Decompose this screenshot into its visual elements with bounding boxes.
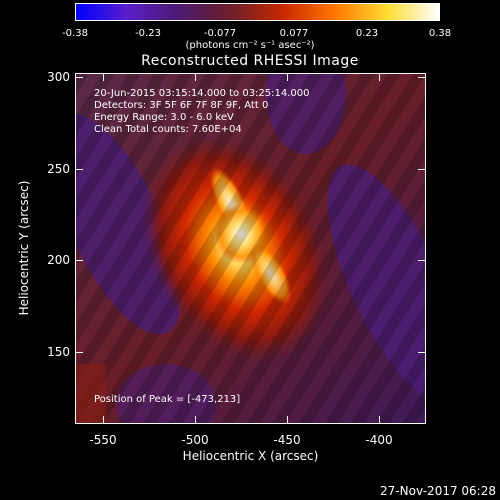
x-tick-label: -400 — [365, 433, 393, 447]
info-energy-range: Energy Range: 3.0 - 6.0 keV — [94, 112, 234, 123]
info-time-range: 20-Jun-2015 03:15:14.000 to 03:25:14.000 — [94, 88, 310, 99]
colorbar — [75, 3, 440, 21]
plot-title: Reconstructed RHESSI Image — [141, 53, 359, 69]
info-detectors: Detectors: 3F 5F 6F 7F 8F 9F, Att 0 — [94, 100, 269, 111]
colorbar-tick: 0.38 — [428, 28, 452, 39]
colorbar-tick: -0.23 — [135, 28, 161, 39]
x-tick-label: -550 — [89, 433, 117, 447]
x-axis-label: Heliocentric X (arcsec) — [182, 449, 319, 463]
colorbar-tick: -0.38 — [62, 28, 88, 39]
y-tick-label: 300 — [47, 70, 70, 84]
info-clean-counts: Clean Total counts: 7.60E+04 — [94, 124, 242, 135]
peak-position: Position of Peak = [-473,213] — [94, 394, 241, 405]
rhessi-image — [76, 74, 425, 423]
y-tick-label: 250 — [47, 162, 70, 176]
colorbar-tick: 0.23 — [355, 28, 379, 39]
date-stamp: 27-Nov-2017 06:28 — [380, 484, 496, 498]
colorbar-units: (photons cm⁻² s⁻¹ asec⁻²) — [185, 40, 315, 51]
colorbar-tick: -0.077 — [203, 28, 237, 39]
y-tick-label: 200 — [47, 253, 70, 267]
x-tick-label: -500 — [181, 433, 209, 447]
x-tick-label: -450 — [273, 433, 301, 447]
colorbar-tick: 0.077 — [279, 28, 309, 39]
image-panel[interactable]: 20-Jun-2015 03:15:14.000 to 03:25:14.000… — [75, 73, 426, 424]
y-tick-label: 150 — [47, 345, 70, 359]
